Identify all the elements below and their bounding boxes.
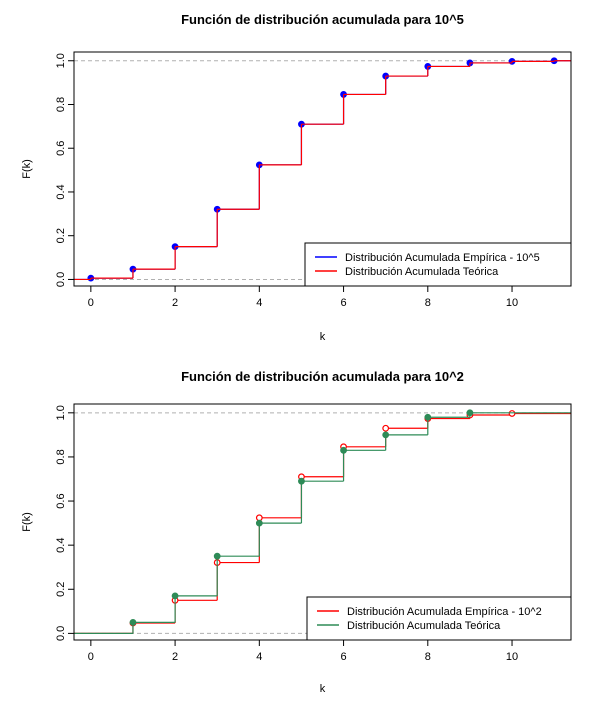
legend-box bbox=[306, 596, 572, 641]
y-tick-label: 0.0 bbox=[55, 272, 67, 287]
data-point bbox=[298, 477, 305, 485]
x-tick-label: 8 bbox=[425, 651, 431, 663]
x-tick-label: 6 bbox=[340, 651, 346, 663]
x-axis-label: k bbox=[320, 331, 326, 343]
x-tick-label: 8 bbox=[425, 297, 431, 309]
y-tick-label: 0.2 bbox=[55, 582, 67, 597]
x-tick-label: 10 bbox=[506, 651, 518, 663]
legend: Distribución Acumulada Empírica - 10^5 Di… bbox=[304, 242, 572, 287]
y-tick-label: 0.8 bbox=[55, 449, 67, 464]
x-tick-label: 0 bbox=[88, 297, 94, 309]
y-tick-label: 0.4 bbox=[55, 184, 67, 199]
legend-label: Distribución Acumulada Teórica bbox=[345, 266, 499, 278]
x-tick-label: 4 bbox=[256, 651, 262, 663]
x-tick-label: 2 bbox=[172, 651, 178, 663]
legend-box bbox=[304, 242, 572, 287]
y-tick-label: 1.0 bbox=[55, 405, 67, 420]
data-point bbox=[255, 519, 263, 527]
chart-title: Función de distribución acumulada para 1… bbox=[181, 12, 464, 27]
y-tick-label: 1.0 bbox=[55, 53, 67, 68]
x-tick-label: 10 bbox=[506, 297, 518, 309]
y-axis-label: F(k) bbox=[21, 512, 33, 532]
y-tick-label: 0.6 bbox=[55, 493, 67, 508]
y-axis-label: F(k) bbox=[21, 159, 33, 179]
data-point bbox=[424, 413, 432, 421]
legend-label: Distribución Acumulada Empírica - 10^2 bbox=[347, 606, 542, 618]
chart-panel-1: Función de distribución acumulada para 1… bbox=[21, 12, 572, 343]
data-point bbox=[213, 552, 221, 560]
x-tick-label: 0 bbox=[88, 651, 94, 663]
data-point bbox=[382, 431, 390, 439]
data-point bbox=[508, 410, 516, 417]
series-2 bbox=[74, 60, 571, 281]
y-tick-label: 0.6 bbox=[55, 141, 67, 156]
chart-panel-2: Función de distribución acumulada para 1… bbox=[21, 369, 572, 695]
x-tick-label: 6 bbox=[340, 297, 346, 309]
legend: Distribución Acumulada Empírica - 10^2 Di… bbox=[306, 596, 572, 641]
series-2 bbox=[74, 409, 571, 634]
x-axis-label: k bbox=[320, 683, 326, 695]
data-point bbox=[466, 409, 474, 417]
legend-label: Distribución Acumulada Empírica - 10^5 bbox=[345, 252, 540, 264]
legend-label: Distribución Acumulada Teórica bbox=[347, 620, 501, 632]
data-point bbox=[129, 618, 137, 626]
x-tick-label: 4 bbox=[256, 297, 262, 309]
y-tick-label: 0.4 bbox=[55, 538, 67, 553]
data-point bbox=[171, 592, 179, 600]
y-tick-label: 0.2 bbox=[55, 228, 67, 243]
data-point bbox=[382, 424, 390, 432]
y-tick-label: 0.8 bbox=[55, 97, 67, 112]
data-point bbox=[340, 446, 347, 454]
x-tick-label: 2 bbox=[172, 297, 178, 309]
y-tick-label: 0.0 bbox=[55, 626, 67, 641]
chart-title: Función de distribución acumulada para 1… bbox=[181, 369, 464, 384]
